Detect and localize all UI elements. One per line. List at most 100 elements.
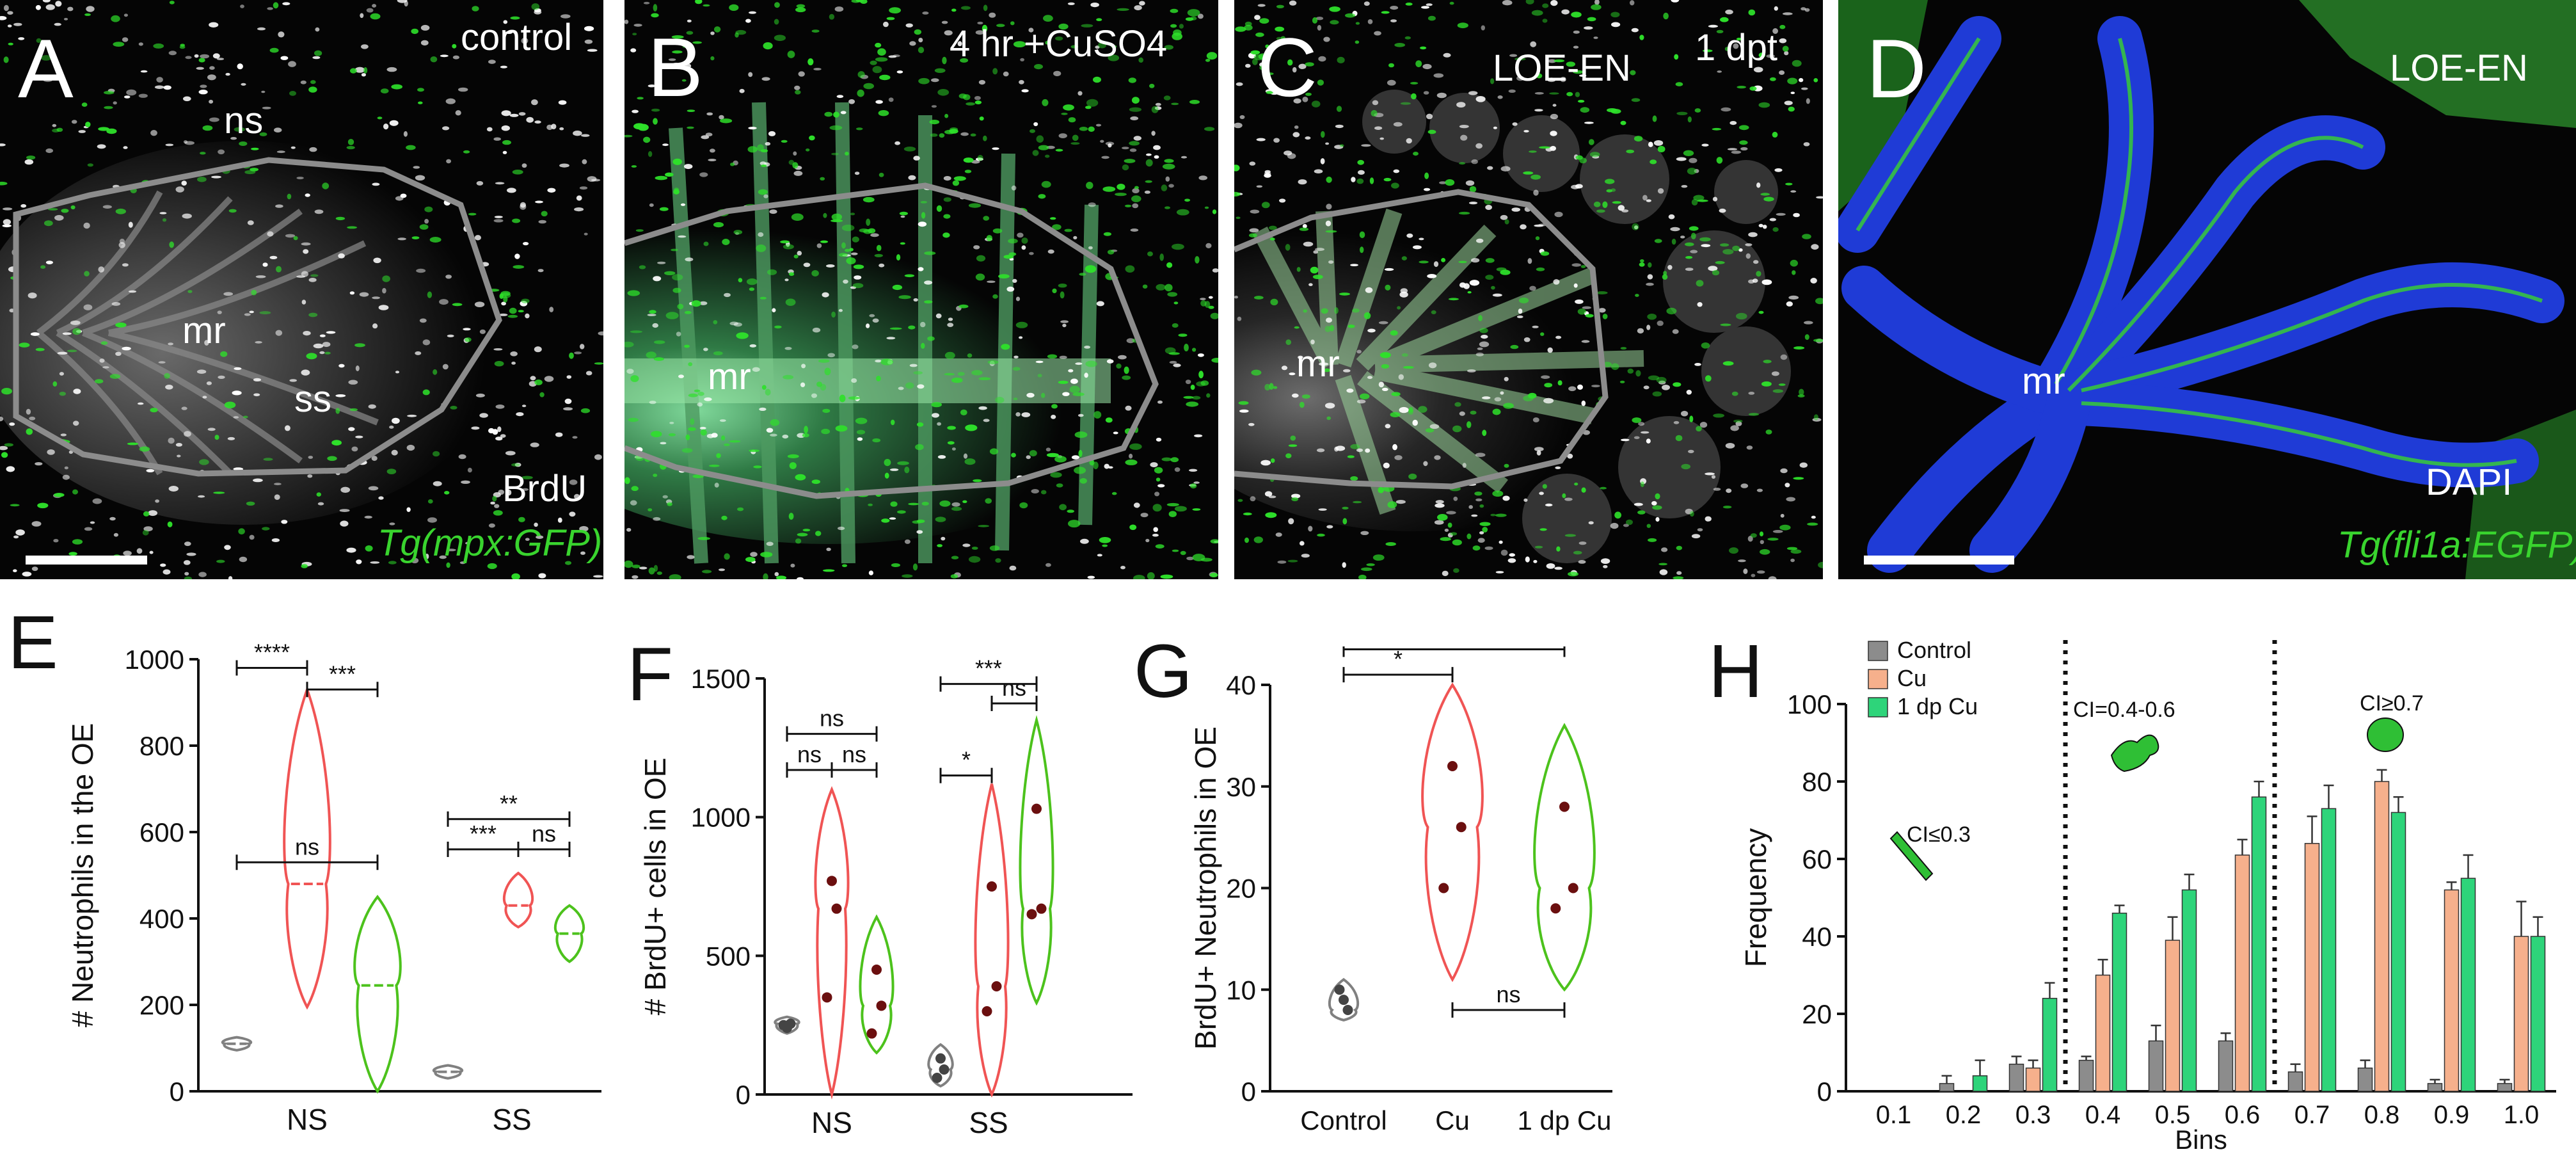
cell-speckle (349, 68, 357, 74)
cell-speckle (908, 175, 916, 180)
cell-speckle (1289, 0, 1297, 6)
cell-speckle (1261, 202, 1270, 209)
cell-speckle (1686, 390, 1692, 395)
cell-speckle (1288, 518, 1294, 525)
cell-speckle (1618, 205, 1625, 211)
cell-speckle (1205, 243, 1212, 248)
cell-speckle (699, 301, 708, 305)
cell-speckle (688, 393, 698, 397)
x-tick-label: SS (492, 1103, 531, 1136)
cell-speckle (348, 380, 358, 385)
cell-speckle (821, 428, 831, 435)
cell-speckle (875, 359, 882, 363)
cell-speckle (1210, 539, 1218, 544)
cell-speckle (750, 552, 758, 557)
cell-speckle (1096, 301, 1104, 307)
cell-speckle (1339, 293, 1350, 296)
cell-speckle (767, 269, 777, 275)
cell-speckle (1187, 9, 1200, 17)
cell-speckle (672, 287, 681, 293)
cell-speckle (1793, 346, 1805, 350)
bar-1-dp-cu (2460, 878, 2476, 1092)
cell-speckle (962, 543, 971, 547)
cell-speckle (1156, 284, 1166, 291)
cell-speckle (67, 349, 77, 353)
cell-speckle (1760, 193, 1770, 196)
cell-speckle (422, 389, 430, 396)
cell-speckle (1493, 126, 1497, 129)
cell-speckle (247, 220, 254, 225)
cell-speckle (3, 56, 9, 63)
cell-speckle (1676, 111, 1688, 115)
cell-speckle (230, 137, 237, 140)
cell-speckle (355, 365, 360, 371)
cell-speckle (1070, 45, 1079, 49)
cell-speckle (1441, 258, 1446, 262)
cell-speckle (1269, 237, 1275, 241)
cell-speckle (1266, 91, 1273, 94)
cell-speckle (109, 374, 121, 379)
cell-speckle (1, 452, 8, 458)
cell-speckle (1326, 416, 1331, 421)
cell-speckle (1571, 263, 1582, 267)
cell-speckle (672, 274, 683, 281)
cell-speckle (1813, 414, 1818, 421)
cell-speckle (1671, 0, 1680, 3)
cell-speckle (288, 61, 296, 67)
cell-speckle (439, 299, 449, 305)
cell-speckle (760, 149, 768, 153)
cell-speckle (561, 14, 571, 19)
cell-speckle (1350, 476, 1358, 481)
cell-speckle (48, 208, 58, 211)
cell-speckle (1369, 177, 1374, 184)
data-point (939, 1064, 950, 1075)
cell-speckle (834, 6, 844, 12)
cell-speckle (951, 556, 959, 559)
cell-speckle (1345, 13, 1356, 18)
cell-speckle (1317, 533, 1325, 537)
cell-speckle (1012, 367, 1021, 371)
cell-speckle (534, 120, 541, 124)
cell-speckle (1428, 362, 1437, 369)
cell-speckle (584, 39, 593, 44)
cell-speckle (973, 479, 982, 483)
cell-speckle (31, 566, 38, 572)
cell-speckle (1703, 49, 1713, 52)
cell-speckle (1410, 82, 1419, 84)
cell-speckle (1737, 86, 1746, 89)
cell-speckle (30, 332, 40, 336)
cell-speckle (1200, 300, 1207, 307)
cell-speckle (662, 143, 669, 147)
cell-speckle (992, 294, 998, 299)
cell-speckle (1299, 227, 1309, 231)
cell-speckle (1593, 201, 1601, 207)
cell-speckle (1276, 36, 1282, 40)
cell-speckle (1632, 417, 1642, 423)
cell-speckle (1774, 6, 1778, 11)
cell-speckle (1736, 37, 1742, 41)
cell-speckle (1542, 484, 1547, 489)
cell-speckle (1174, 506, 1187, 512)
cell-speckle (1264, 170, 1271, 174)
cell-speckle (1799, 389, 1804, 396)
cell-speckle (1550, 0, 1558, 6)
cell-speckle (669, 574, 681, 579)
cell-speckle (1406, 233, 1413, 238)
cell-speckle (1708, 266, 1718, 271)
cell-speckle (942, 56, 947, 65)
cell-speckle (169, 1, 175, 4)
violin-ss-4 (974, 783, 1010, 1098)
cell-speckle (366, 8, 374, 13)
cell-speckle (52, 124, 57, 127)
cell-speckle (54, 22, 61, 26)
cell-speckle (829, 13, 835, 20)
cell-speckle (1634, 136, 1643, 142)
cell-speckle (309, 147, 317, 152)
cell-speckle (1491, 285, 1495, 290)
cell-speckle (1657, 320, 1664, 326)
cell-speckle (1485, 205, 1492, 210)
cell-speckle (905, 23, 913, 28)
cell-speckle (1418, 406, 1427, 413)
cell-speckle (123, 146, 128, 149)
